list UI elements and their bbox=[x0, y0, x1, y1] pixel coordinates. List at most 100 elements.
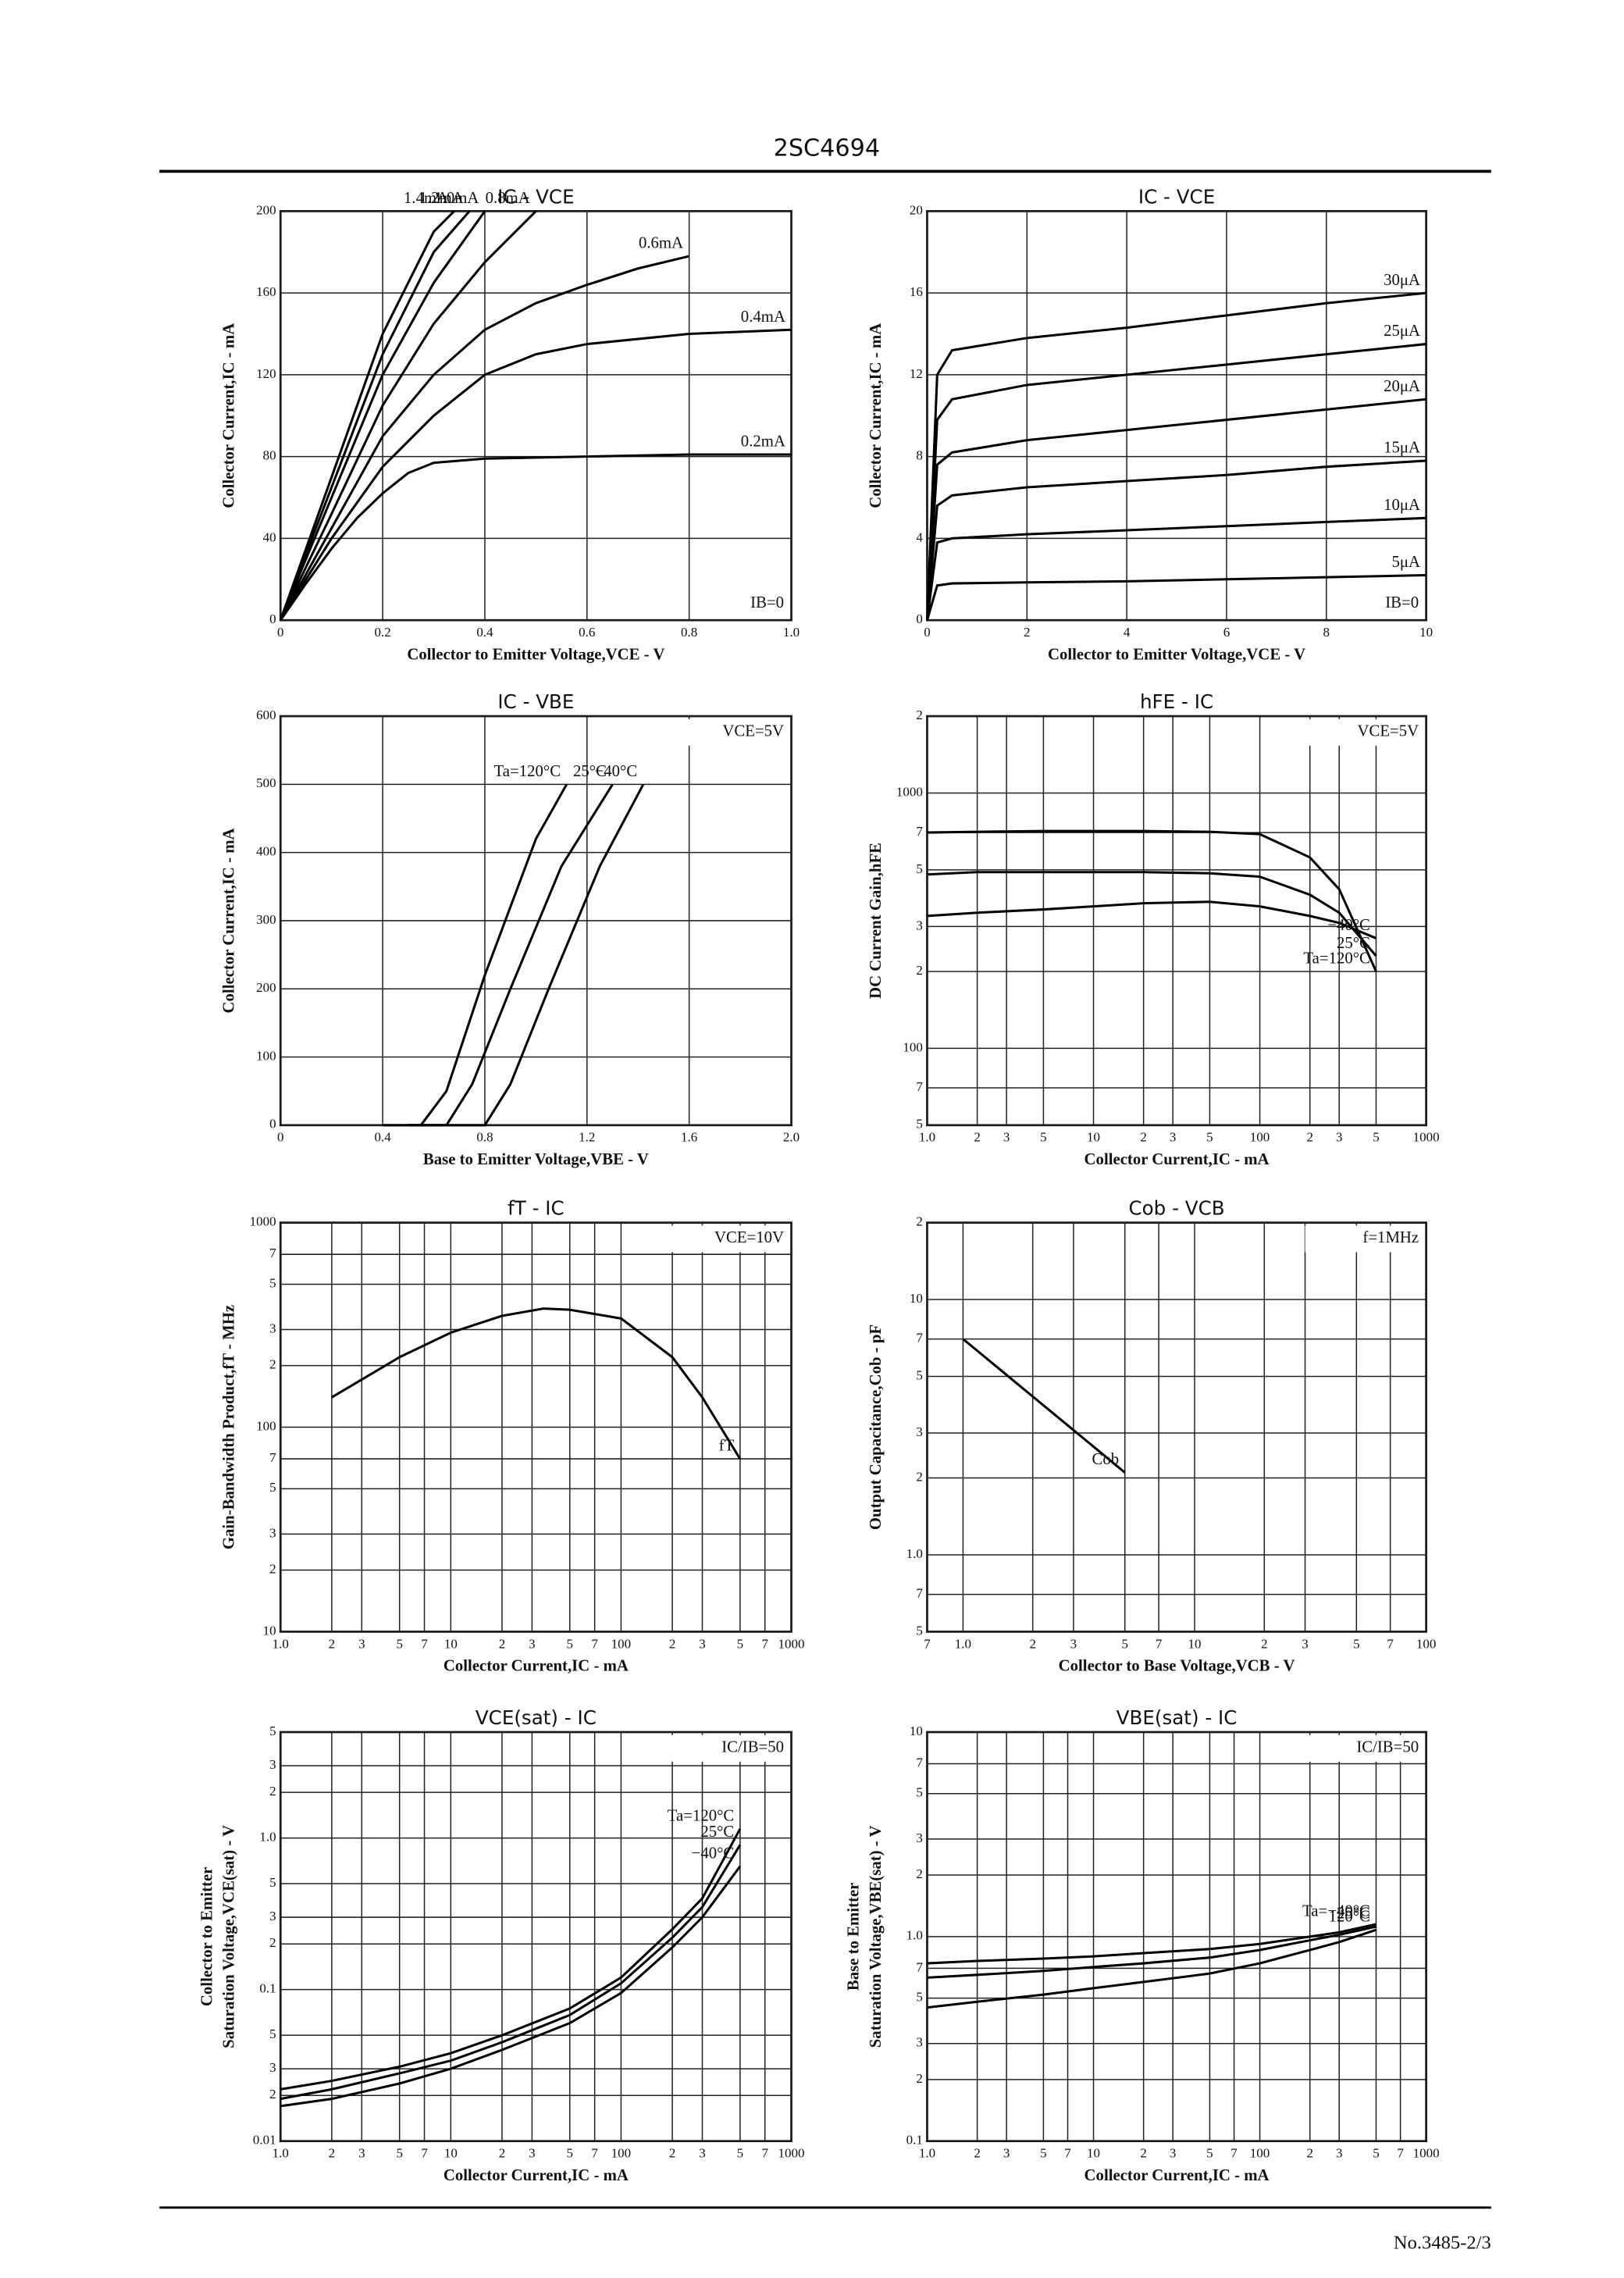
curve-label: 25°C bbox=[573, 762, 607, 780]
curve-label: −40°C bbox=[692, 1845, 735, 1863]
x-tick-label: 100 bbox=[1250, 1130, 1270, 1145]
x-tick-label: 2 bbox=[1306, 2146, 1313, 2161]
y-tick-label: 5 bbox=[916, 861, 923, 876]
x-tick-label: 100 bbox=[1250, 2146, 1270, 2161]
curve-label: 0.8mA bbox=[486, 189, 530, 207]
y-tick-label: 0.01 bbox=[253, 2133, 276, 2148]
y-axis-label: Saturation Voltage,VBE(sat) - V bbox=[867, 1825, 885, 2048]
curve bbox=[279, 255, 690, 621]
y-axis-label: Collector Current,IC - mA bbox=[867, 323, 885, 508]
curve bbox=[927, 871, 1377, 957]
x-tick-label: 3 bbox=[358, 2146, 365, 2161]
x-axis-label: Collector Current,IC - mA bbox=[443, 1657, 629, 1675]
chart-title: VBE(sat) - IC bbox=[1116, 1706, 1238, 1729]
curve bbox=[280, 453, 792, 622]
x-tick-label: 3 bbox=[1336, 2146, 1343, 2161]
x-tick-label: 10 bbox=[1087, 1130, 1100, 1145]
annotation: f=1MHz bbox=[1362, 1228, 1419, 1246]
curve-label: Ta=120°C bbox=[1303, 950, 1370, 968]
y-tick-label: 200 bbox=[256, 202, 276, 217]
y-tick-label: 200 bbox=[256, 980, 276, 995]
x-axis-label: Collector Current,IC - mA bbox=[443, 2166, 629, 2184]
y-tick-label: 5 bbox=[269, 2027, 276, 2041]
plot-frame bbox=[279, 1731, 792, 2143]
curve bbox=[280, 1828, 742, 2091]
y-tick-label: 10 bbox=[263, 1623, 276, 1638]
curve bbox=[408, 783, 645, 1127]
curve-label: 0.4mA bbox=[741, 308, 785, 326]
y-axis-label: Saturation Voltage,VCE(sat) - V bbox=[220, 1825, 238, 2048]
x-tick-label: 10 bbox=[444, 2146, 458, 2161]
y-tick-label: 2 bbox=[269, 2087, 276, 2102]
plot-frame bbox=[926, 1221, 1427, 1633]
x-tick-label: 5 bbox=[737, 2146, 744, 2161]
x-tick-label: 3 bbox=[699, 2146, 706, 2161]
curve-label: 1.2mA bbox=[419, 189, 464, 207]
y-tick-label: 10 bbox=[910, 1724, 923, 1738]
annotation: VCE=10V bbox=[714, 1228, 784, 1246]
x-tick-label: 0 bbox=[277, 625, 284, 640]
x-tick-label: 1.0 bbox=[783, 625, 800, 640]
x-tick-label: 2 bbox=[669, 2146, 676, 2161]
y-tick-label: 0 bbox=[269, 611, 276, 626]
curve-label: fT bbox=[719, 1437, 735, 1455]
curve bbox=[925, 397, 1426, 621]
x-tick-label: 1000 bbox=[1413, 1130, 1440, 1145]
chart-title: IC - VCE bbox=[497, 185, 574, 208]
x-tick-label: 3 bbox=[1070, 1636, 1077, 1651]
curve bbox=[925, 459, 1426, 621]
annotation: VCE=5V bbox=[1357, 722, 1419, 740]
y-tick-label: 3 bbox=[916, 2035, 923, 2050]
x-tick-label: 7 bbox=[924, 1636, 931, 1651]
y-tick-label: 500 bbox=[256, 775, 276, 790]
y-tick-label: 5 bbox=[269, 1875, 276, 1890]
x-tick-label: 1000 bbox=[1413, 2146, 1440, 2161]
x-tick-label: 5 bbox=[1040, 2146, 1047, 2161]
curve-label: 25°C bbox=[700, 1823, 734, 1841]
annotation-box bbox=[1349, 590, 1423, 618]
x-tick-label: 7 bbox=[421, 2146, 428, 2161]
x-tick-label: 3 bbox=[1170, 1130, 1177, 1145]
curve-label: 5μA bbox=[1392, 553, 1421, 571]
x-tick-label: 2 bbox=[329, 2146, 336, 2161]
plot-frame bbox=[279, 210, 792, 622]
x-tick-label: 1.0 bbox=[919, 2146, 935, 2161]
annotation-box bbox=[714, 590, 789, 618]
curve-label: Cob bbox=[1092, 1450, 1120, 1468]
x-tick-label: 4 bbox=[1124, 625, 1131, 640]
x-tick-label: 10 bbox=[444, 1636, 458, 1651]
x-tick-label: 0.6 bbox=[579, 625, 595, 640]
plot-frame bbox=[926, 210, 1427, 622]
y-tick-label: 2 bbox=[916, 963, 923, 978]
curve-label: 0.2mA bbox=[741, 433, 785, 451]
y-tick-label: 0.1 bbox=[259, 1981, 276, 1996]
x-tick-label: 7 bbox=[421, 1636, 428, 1651]
curve bbox=[279, 328, 792, 621]
x-tick-label: 5 bbox=[1373, 1130, 1380, 1145]
x-tick-label: 100 bbox=[1416, 1636, 1437, 1651]
curve bbox=[925, 516, 1426, 621]
curve-label: 10μA bbox=[1384, 496, 1420, 514]
curve bbox=[927, 1923, 1376, 1965]
x-tick-label: 1.0 bbox=[272, 1636, 289, 1651]
x-tick-label: 5 bbox=[396, 1636, 403, 1651]
x-tick-label: 3 bbox=[1003, 1130, 1010, 1145]
x-tick-label: 7 bbox=[1230, 2146, 1238, 2161]
x-tick-label: 1000 bbox=[778, 2146, 805, 2161]
x-tick-label: 2 bbox=[1140, 2146, 1147, 2161]
y-tick-label: 10 bbox=[910, 1291, 923, 1306]
x-tick-label: 100 bbox=[611, 1636, 632, 1651]
y-tick-label: 7 bbox=[916, 824, 923, 839]
y-tick-label: 1000 bbox=[250, 1214, 276, 1229]
annotation: IC/IB=50 bbox=[1356, 1738, 1419, 1756]
x-axis-label: Base to Emitter Voltage,VBE - V bbox=[423, 1150, 649, 1168]
x-tick-label: 0.4 bbox=[476, 625, 493, 640]
x-tick-label: 2 bbox=[499, 2146, 506, 2161]
y-tick-label: 5 bbox=[916, 1990, 923, 2005]
x-tick-label: 7 bbox=[1156, 1636, 1163, 1651]
annotation-box bbox=[670, 1734, 789, 1762]
x-tick-label: 2.0 bbox=[783, 1130, 800, 1145]
y-tick-label: 5 bbox=[916, 1367, 923, 1382]
y-tick-label: 40 bbox=[263, 529, 276, 544]
